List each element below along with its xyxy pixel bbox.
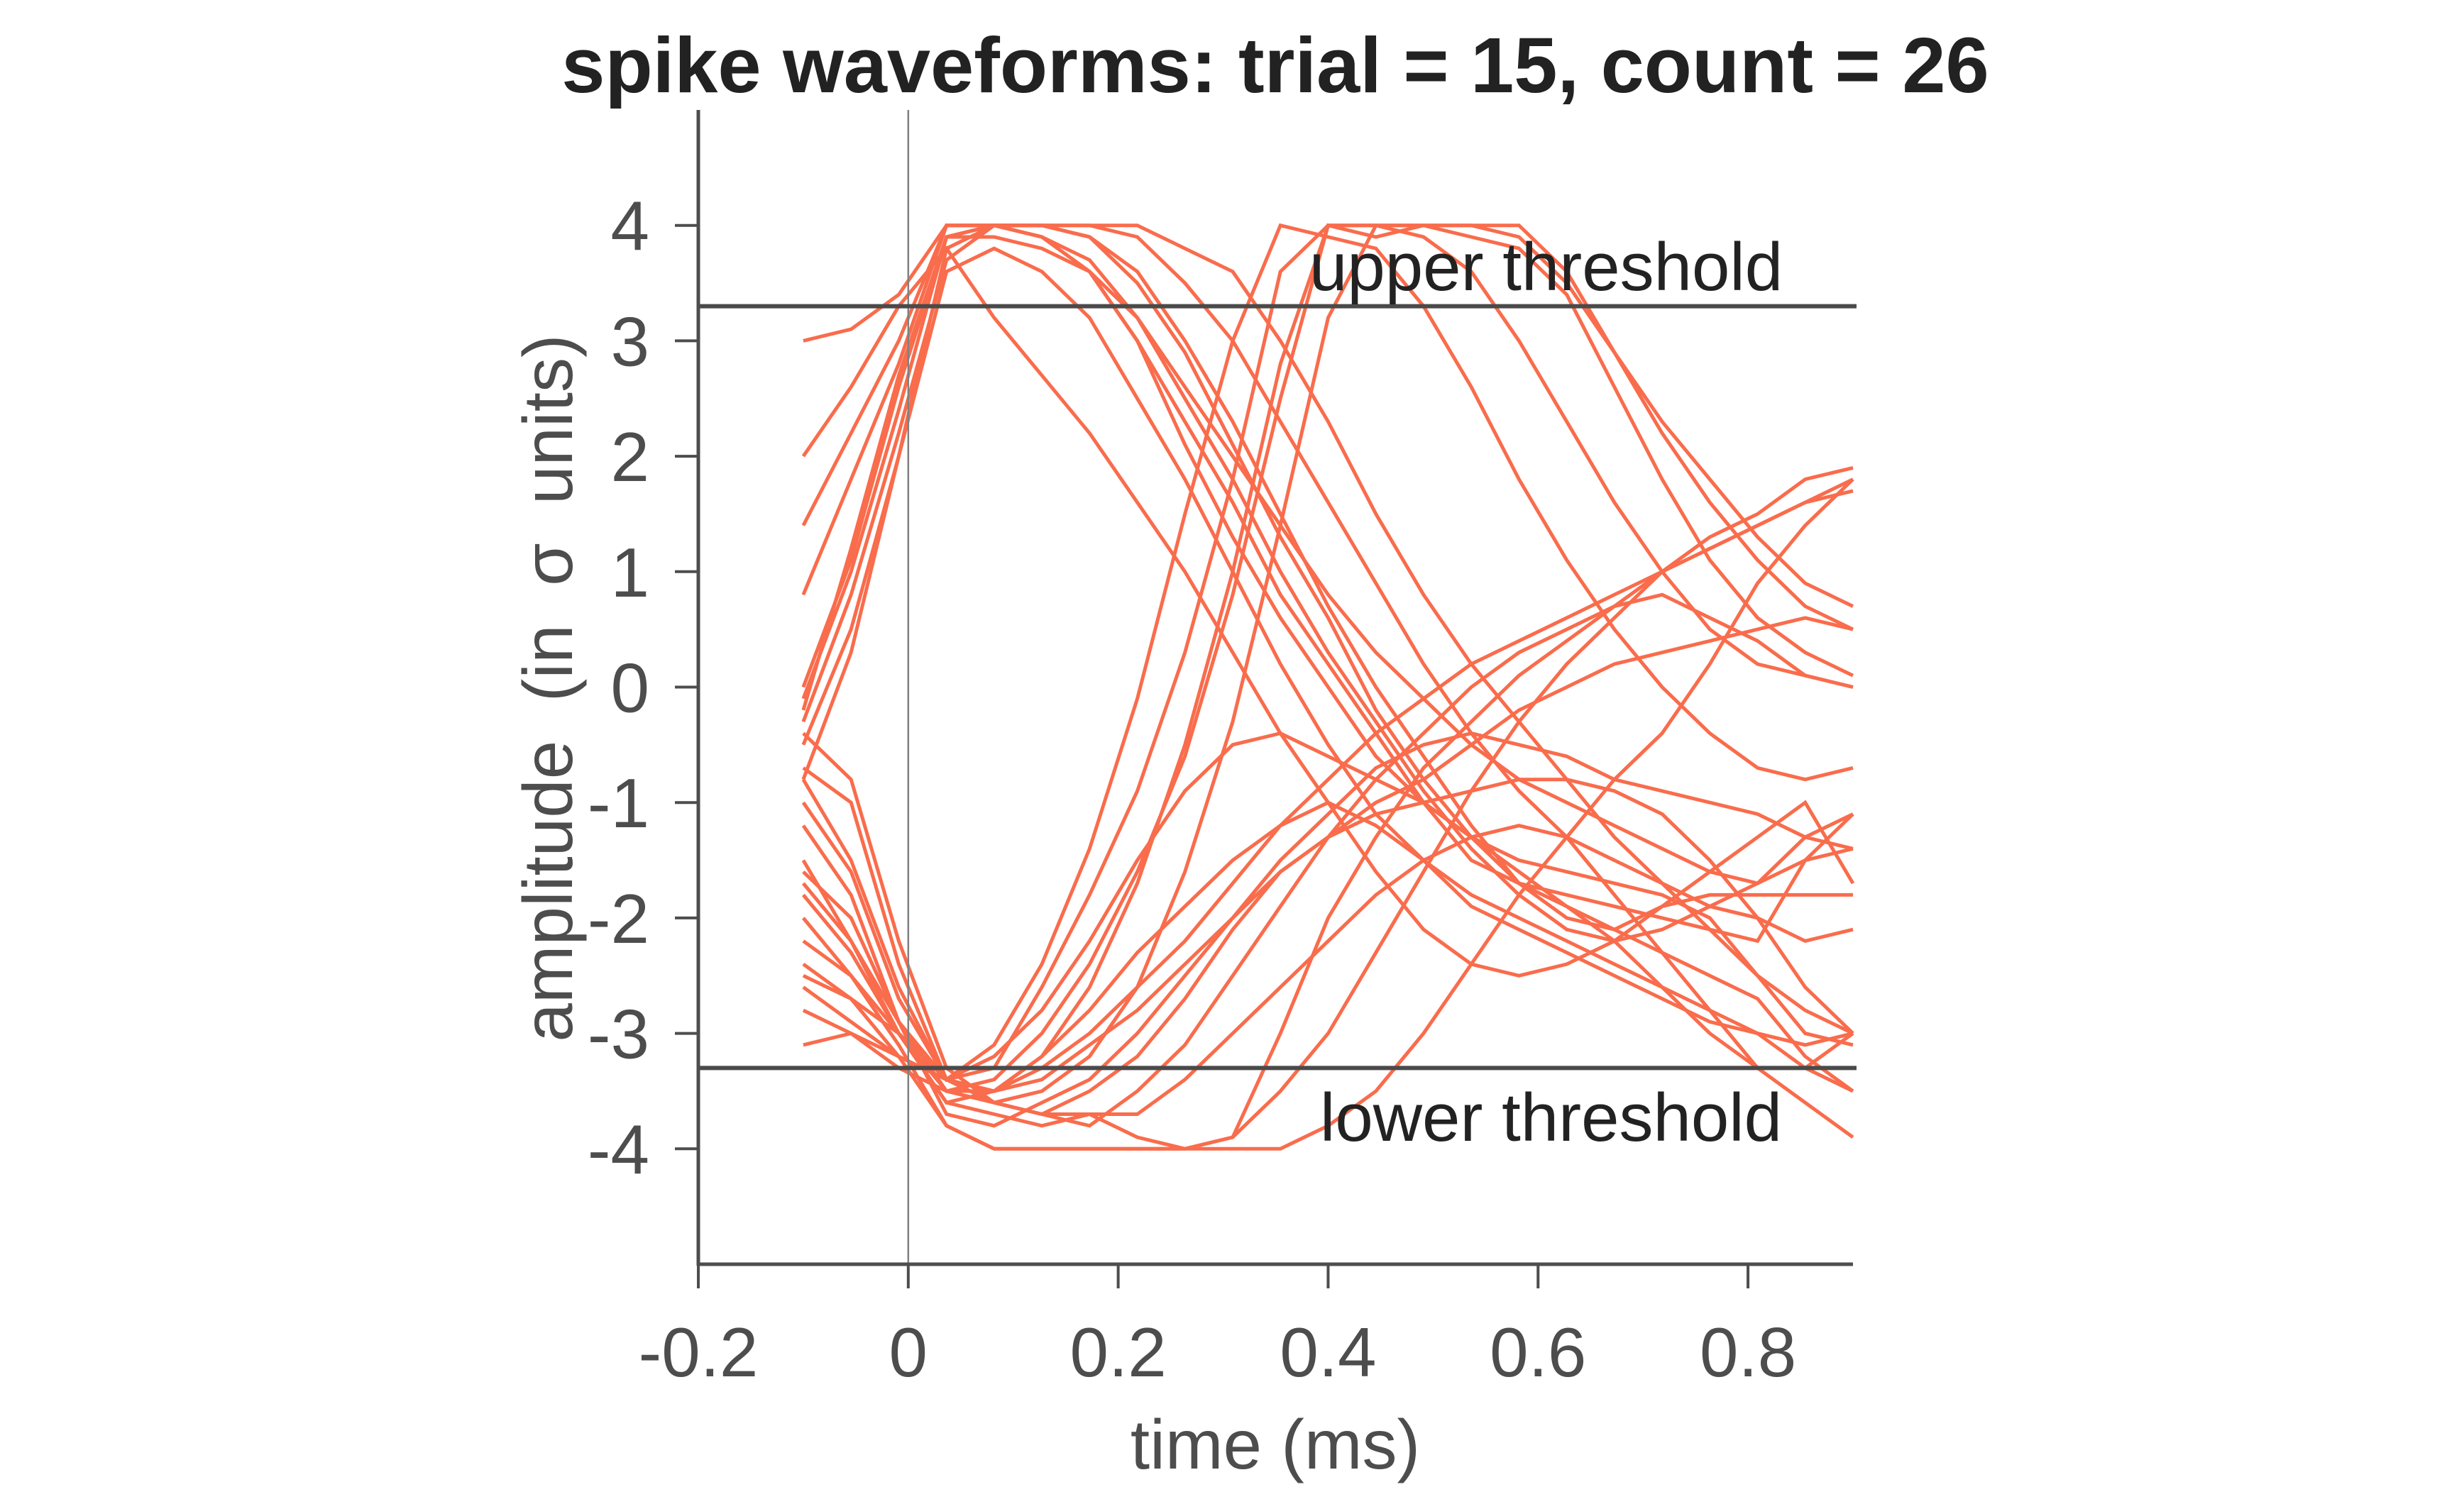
waveform-trace [803, 223, 1854, 944]
x-axis: -0.2 0 0.2 0.4 0.6 0.8 [639, 1262, 1853, 1391]
waveform-trace [801, 223, 1854, 1139]
y-ticks: 4 3 2 1 0 -1 -2 -3 -4 [588, 187, 698, 1188]
waveform-trace [801, 223, 1855, 944]
waveform-trace [801, 235, 1854, 885]
waveform-trace [801, 223, 1854, 1070]
y-tick-label: -2 [588, 880, 649, 958]
waveform-traces [801, 223, 1855, 1151]
x-tick-label: 0.6 [1490, 1313, 1586, 1391]
waveform-trace [802, 477, 1854, 1151]
x-tick-label: 0.2 [1070, 1313, 1167, 1391]
waveform-trace [802, 731, 1854, 1083]
y-axis-label: amplitude (in σ units) [509, 334, 587, 1041]
y-tick-label: -3 [588, 995, 649, 1073]
x-tick-label: 0 [889, 1313, 928, 1391]
waveform-trace [801, 731, 1854, 1128]
x-tick-label: 0.8 [1700, 1313, 1796, 1391]
y-axis: 4 3 2 1 0 -1 -2 -3 -4 [588, 110, 700, 1266]
waveform-trace [802, 800, 1854, 1093]
waveform-trace [801, 223, 1854, 1083]
waveform-trace [801, 223, 1854, 1105]
lower-threshold-label: lower threshold [1320, 1080, 1782, 1156]
waveform-trace [801, 223, 1854, 1035]
waveform-trace [802, 824, 1854, 1128]
y-tick-label: -1 [588, 764, 649, 842]
x-ticks: -0.2 0 0.2 0.4 0.6 0.8 [639, 1264, 1796, 1391]
waveform-trace [801, 246, 1854, 1047]
waveform-trace [801, 223, 1854, 1093]
x-axis-label: time (ms) [1131, 1405, 1420, 1483]
y-tick-label: 1 [610, 534, 649, 612]
waveform-trace [802, 731, 1854, 1117]
waveform-trace [802, 465, 1854, 1151]
y-tick-label: 0 [610, 649, 649, 727]
waveform-trace [802, 489, 1854, 1093]
waveform-trace [801, 223, 1854, 1093]
y-tick-label: 4 [610, 187, 649, 265]
y-tick-label: 3 [610, 302, 649, 380]
y-tick-label: -4 [588, 1110, 649, 1188]
chart-title: spike waveforms: trial = 15, count = 26 [561, 22, 1989, 109]
y-tick-label: 2 [610, 418, 649, 496]
upper-threshold-label: upper threshold [1309, 229, 1783, 305]
waveform-trace [802, 592, 1854, 1128]
x-tick-label: 0.4 [1280, 1313, 1376, 1391]
waveform-trace [801, 223, 1853, 932]
x-tick-label: -0.2 [639, 1313, 759, 1391]
